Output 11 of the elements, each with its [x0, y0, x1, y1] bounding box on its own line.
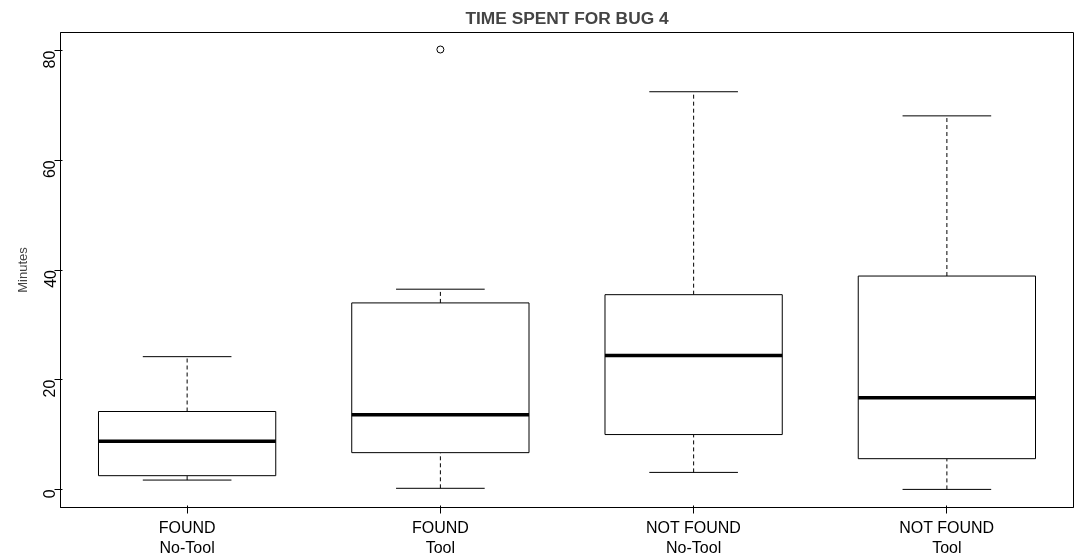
y-axis-title: Minutes	[14, 246, 30, 293]
y-tick-label: 80	[41, 50, 59, 69]
y-tick-label: 20	[41, 379, 59, 398]
y-tick-label: 40	[41, 269, 59, 288]
x-tick-label: NOT FOUND Tool	[899, 518, 995, 556]
y-tick-label: 0	[41, 489, 59, 499]
x-tick-label: NOT FOUND No-Tool	[646, 518, 741, 556]
x-tick-label: FOUND No-Tool	[158, 518, 216, 556]
chart-title: TIME SPENT FOR BUG 4	[465, 7, 669, 28]
x-tick-label: FOUND Tool	[411, 518, 469, 556]
y-tick-label: 60	[41, 160, 59, 179]
